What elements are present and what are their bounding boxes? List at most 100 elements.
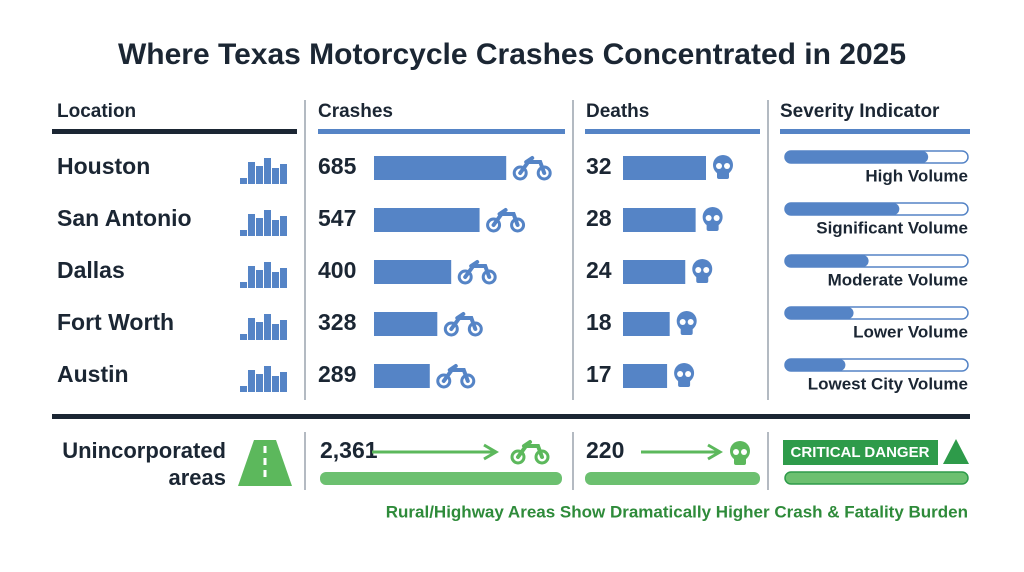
eye (679, 319, 686, 325)
deaths-value: 18 (586, 309, 612, 335)
severity-fill (785, 359, 846, 371)
crashes-bar (374, 156, 507, 180)
severity-label: Significant Volume (816, 218, 968, 237)
building (248, 214, 255, 236)
deaths-bar (623, 260, 686, 284)
location-icon (240, 366, 287, 392)
building (240, 282, 247, 288)
badge-label: CRITICAL DANGER (791, 444, 930, 461)
motorcycle-icon (457, 260, 497, 285)
warning-icon (943, 439, 969, 464)
crashes-bar (374, 364, 430, 388)
deaths-value: 32 (586, 153, 612, 179)
wheel (443, 321, 459, 337)
crashes-value: 685 (318, 153, 357, 179)
eye (713, 215, 720, 221)
location: Dallas (57, 257, 125, 283)
building (240, 178, 247, 184)
skull (730, 441, 750, 461)
frame (516, 440, 544, 459)
wheel (486, 217, 502, 233)
jaw (696, 274, 709, 283)
severity-fill (785, 255, 869, 267)
total-deaths: 220 (586, 437, 624, 463)
title: Where Texas Motorcycle Crashes Concentra… (118, 38, 906, 71)
building (280, 320, 287, 340)
building (272, 220, 279, 236)
building (264, 210, 271, 236)
badge (783, 440, 938, 465)
total-deaths-bar (585, 472, 760, 485)
note: Rural/Highway Areas Show Dramatically Hi… (386, 502, 968, 521)
building (272, 376, 279, 392)
severity-fill (785, 307, 854, 319)
building (256, 270, 263, 288)
arrow (372, 443, 499, 461)
building (264, 314, 271, 340)
eye (685, 371, 692, 377)
total-crashes: 2,361 (320, 437, 378, 463)
building (248, 370, 255, 392)
severity-fill (785, 151, 929, 163)
eye (733, 449, 739, 455)
wheel (457, 269, 473, 285)
building (248, 162, 255, 184)
skull (674, 363, 695, 383)
column-header: Deaths (586, 101, 649, 122)
wheel (510, 449, 526, 465)
column-header: Crashes (318, 101, 393, 122)
deaths-value: 28 (586, 205, 612, 231)
skull (692, 259, 713, 279)
wheel (436, 373, 452, 389)
building (272, 324, 279, 340)
severity-label: Moderate Volume (828, 270, 968, 289)
crashes-bar (374, 312, 438, 336)
crashes-value: 289 (318, 361, 356, 387)
skull-icon (674, 363, 695, 387)
wheel (536, 165, 552, 181)
skull-icon (692, 259, 713, 283)
unincorporated-label: Unincorporated areas (62, 438, 226, 490)
eye (724, 163, 730, 169)
building (256, 218, 263, 236)
wheel (510, 217, 526, 233)
building (248, 266, 255, 288)
severity-track (784, 471, 969, 485)
eye (741, 449, 747, 455)
crashes-value: 400 (318, 257, 356, 283)
eye (695, 267, 702, 273)
building (248, 318, 255, 340)
location: San Antonio (57, 205, 192, 231)
wheel (534, 449, 550, 465)
header-underline (318, 129, 565, 134)
column-header: Severity Indicator (780, 101, 940, 122)
crashes-bar (374, 208, 480, 232)
location-icon (240, 262, 287, 288)
building (280, 268, 287, 288)
deaths-bar (623, 312, 670, 336)
severity-label: Lowest City Volume (808, 374, 968, 393)
location-icon (240, 158, 287, 184)
wheel (460, 373, 476, 389)
building (264, 262, 271, 288)
building (272, 272, 279, 288)
jaw (678, 378, 691, 387)
deaths-value: 17 (586, 361, 612, 387)
motorcycle-icon (443, 312, 483, 337)
wheel (467, 321, 483, 337)
header-underline (585, 129, 760, 134)
building (280, 164, 287, 184)
motorcycle-icon (512, 156, 552, 181)
separator (52, 414, 970, 419)
header-underline (780, 129, 970, 134)
eye (705, 215, 712, 221)
jaw (706, 222, 719, 231)
skull-icon (730, 441, 750, 465)
jaw (680, 326, 693, 335)
motorcycle-icon (436, 364, 476, 389)
building (272, 168, 279, 184)
dividers (304, 100, 769, 490)
building (256, 322, 263, 340)
severity-label: Lower Volume (853, 322, 968, 341)
